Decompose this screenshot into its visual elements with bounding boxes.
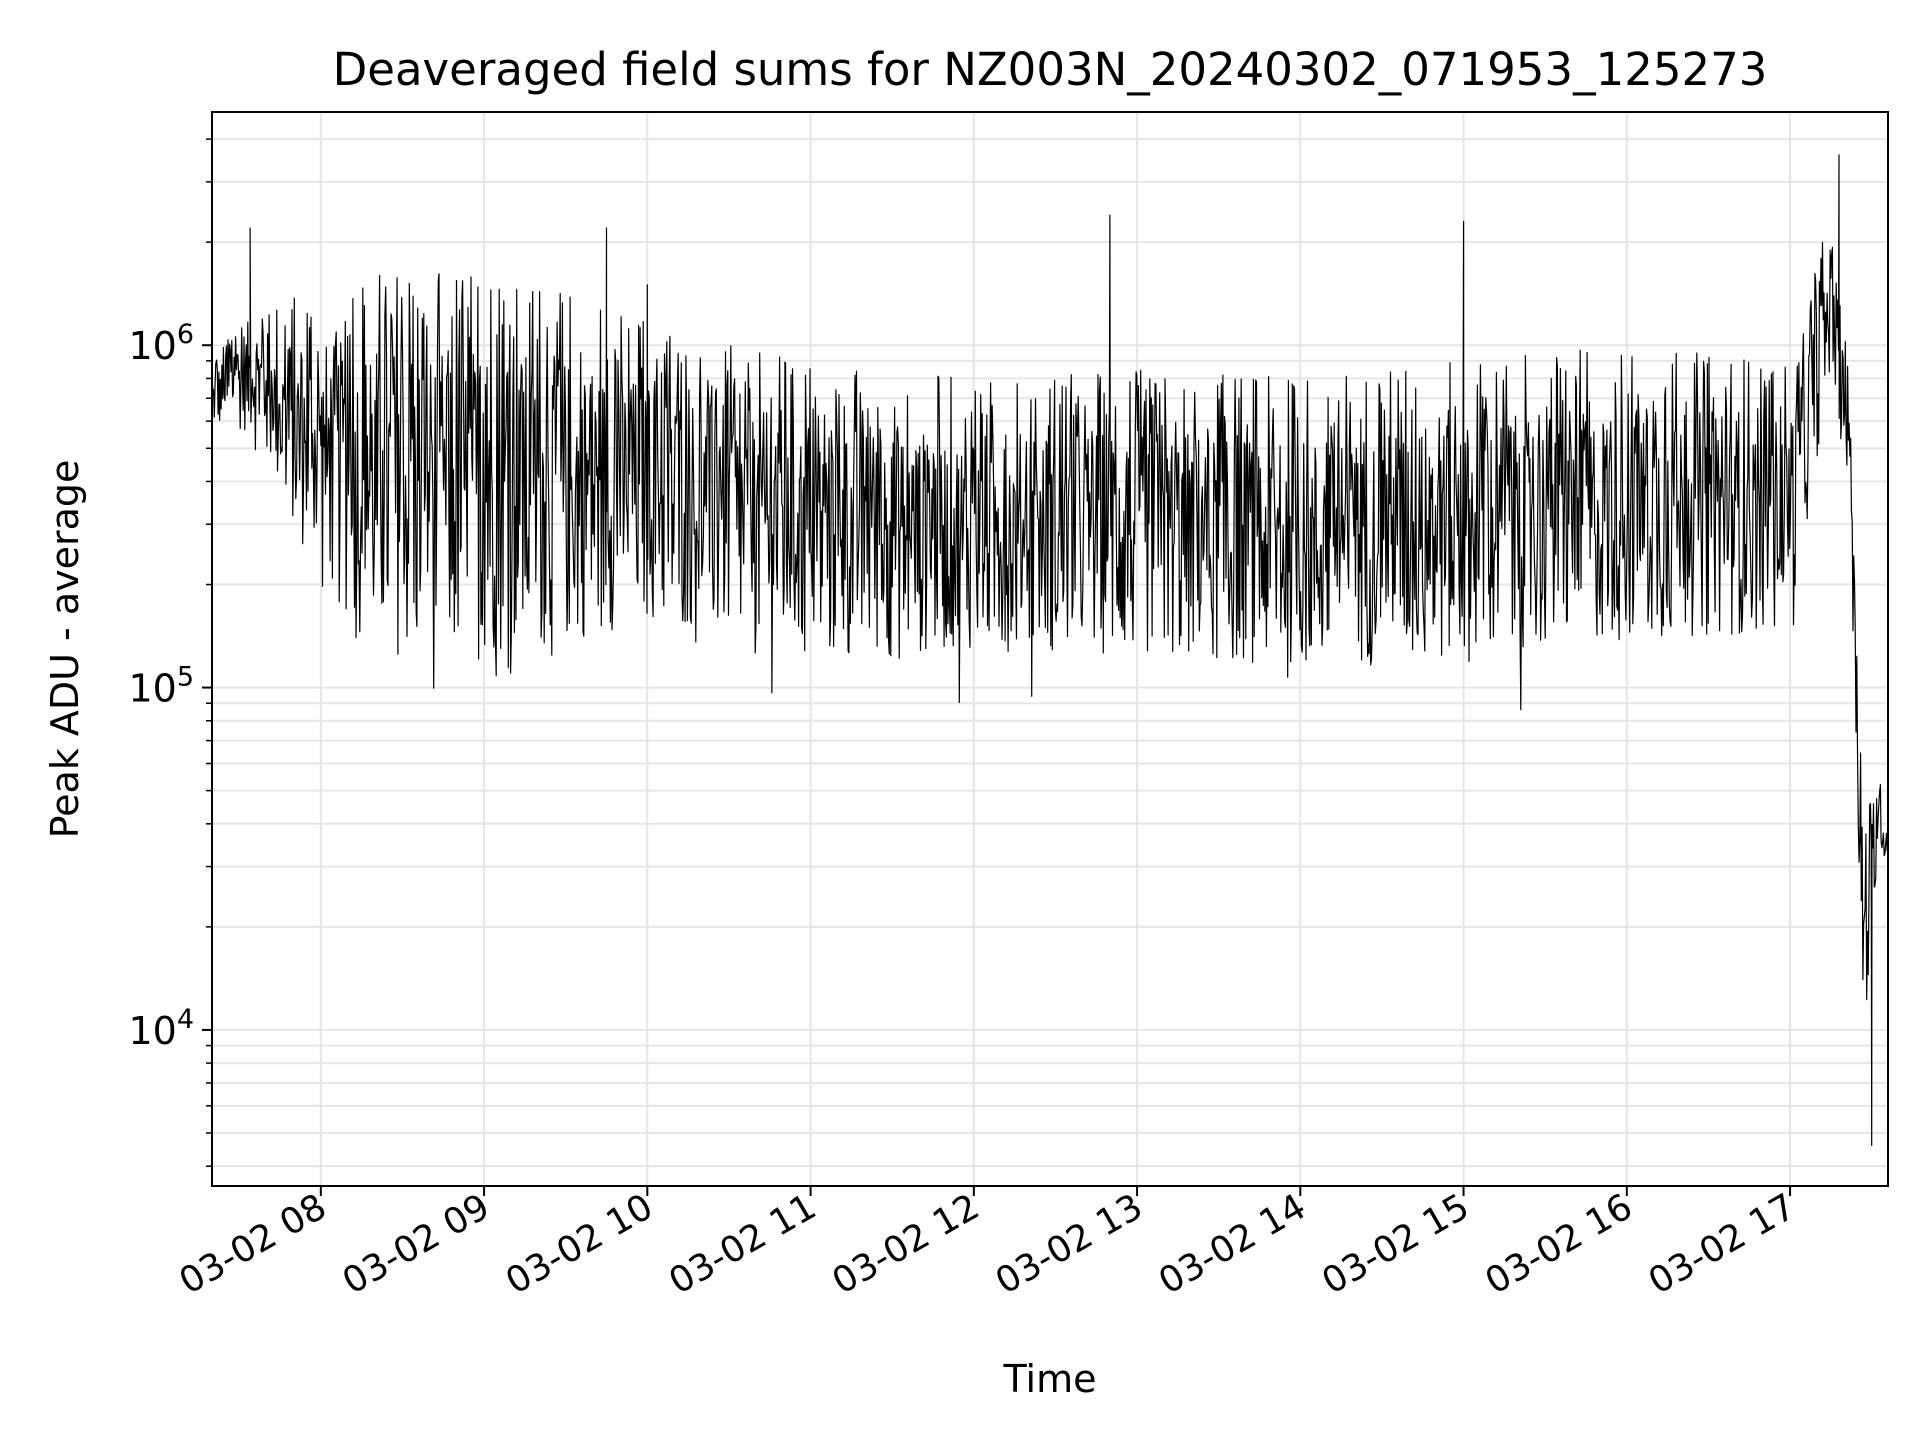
y-tick-label: 104: [128, 1004, 194, 1053]
series-line: [213, 154, 1887, 1146]
y-tick-label: 105: [128, 662, 194, 711]
chart-title: Deaveraged field sums for NZ003N_2024030…: [333, 43, 1768, 96]
x-axis-label: Time: [1003, 1357, 1097, 1401]
y-axis-label: Peak ADU - average: [43, 460, 87, 839]
plot-frame: [211, 111, 1889, 1187]
y-tick-label: 106: [128, 319, 194, 368]
